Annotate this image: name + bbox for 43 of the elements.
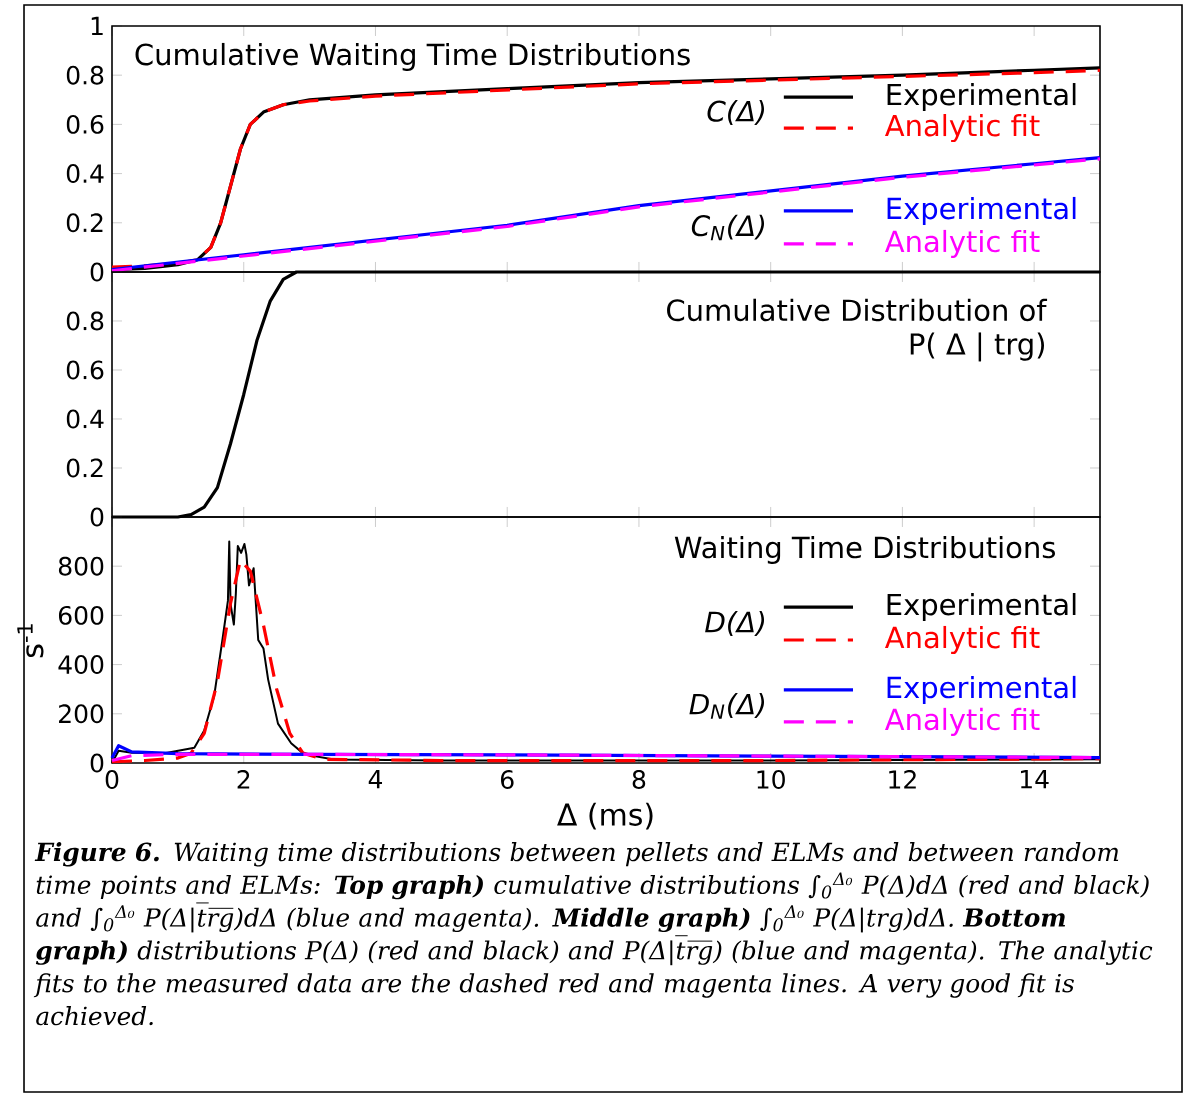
legend-label: Analytic fit: [884, 625, 1040, 655]
y-tick-label: 0.8: [66, 311, 104, 331]
annotation: C(Δ): [707, 100, 765, 126]
legend-label: Experimental: [887, 675, 1076, 704]
x-tick-label: 14: [1020, 770, 1049, 789]
x-tick-label: 12: [889, 770, 916, 789]
legend-label: Experimental: [887, 592, 1076, 622]
y-tick-label: 0.4: [66, 164, 104, 184]
y-tick-label: 200: [59, 704, 104, 724]
y-tick-label: 1: [91, 16, 103, 36]
y-tick-label: 0: [90, 753, 104, 773]
y-tick-label: 0.2: [66, 213, 103, 233]
y-tick-label: 600: [58, 605, 104, 625]
y-tick-label: 0: [90, 507, 104, 527]
y-tick-label: 0.6: [66, 114, 104, 134]
y-tick-label: 0.6: [66, 360, 104, 380]
x-tick-label: 6: [501, 770, 514, 789]
x-tick-label: 8: [632, 770, 646, 789]
annotation: D(Δ): [705, 611, 765, 636]
y-tick-label: 0: [90, 262, 104, 282]
text: Waiting Time Distributions: [674, 535, 1055, 564]
annotation: C$_{N}$(Δ): [691, 214, 765, 241]
annotation: D$_{N}$(Δ): [689, 693, 765, 719]
legend-label: Analytic fit: [884, 707, 1040, 736]
x-axis-title: Δ (ms): [557, 802, 653, 830]
text: Cumulative Distribution of: [667, 298, 1048, 322]
legend-label: Experimental: [887, 196, 1076, 225]
legend-label: Experimental: [887, 83, 1076, 112]
legend-label: Analytic fit: [884, 229, 1040, 258]
y-tick-label: 0.4: [66, 409, 104, 429]
y-tick-label: 0.8: [66, 65, 104, 85]
text: P( Δ | trg): [910, 332, 1045, 362]
y-tick-label: 800: [58, 556, 104, 576]
text: Figure 6. Waiting time distributions between pellets and ELMs and between random time points and ELMs: Top graph) cumulative distributions ∫$_{0}$$^{Δ₀}$ P(Δ)dΔ (red and black) and ∫$_{0}$$^{Δ₀}$ P(Δ|t̅r̅g̅)dΔ (blue and magenta). Middle graph) ∫$_{0}$$^{Δ₀}$ P(Δ|trg)dΔ. Bottom graph) distributions P(Δ) (red and black) and P(Δ|t̅r̅g̅) (blue and magenta). The analytic fits to the measured data are the dashed red and magenta lines. A very good fit is achieved.: [33, 842, 1153, 1026]
legend-label: Analytic fit: [884, 114, 1040, 143]
y-tick-label: 400: [58, 655, 104, 675]
y-axis-title: s$^{-1}$: [17, 624, 44, 658]
x-tick-label: 4: [368, 770, 383, 789]
text: Cumulative Waiting Time Distributions: [135, 42, 690, 72]
y-tick-label: 0.2: [66, 458, 103, 478]
x-tick-label: 0: [105, 770, 119, 789]
x-tick-label: 2: [237, 770, 250, 789]
x-tick-label: 10: [757, 770, 785, 789]
